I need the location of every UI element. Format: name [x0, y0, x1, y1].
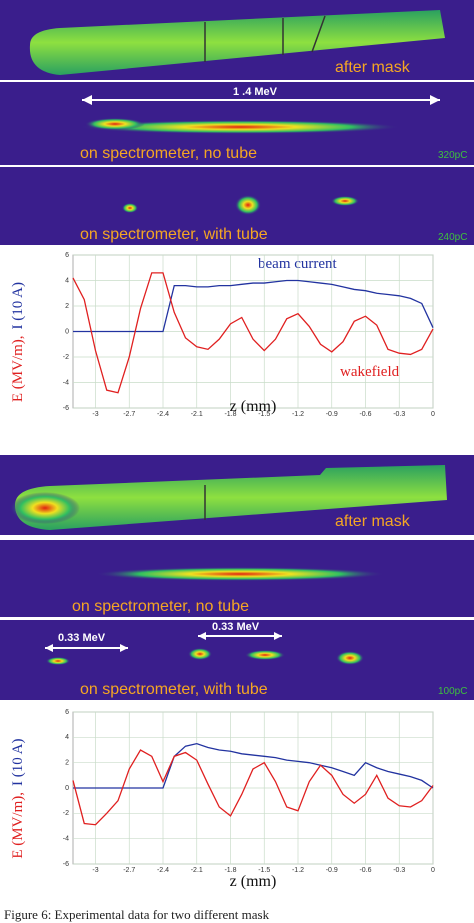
x-axis-label: z (mm)	[230, 873, 277, 890]
series-line	[72, 749, 434, 826]
x-tick-label: 0	[431, 411, 435, 418]
x-tick-label: -2.1	[191, 411, 203, 418]
series-line	[73, 279, 434, 333]
x-tick-label: -0.3	[393, 867, 405, 874]
panel-label: after mask	[335, 513, 411, 530]
mask-edge	[311, 15, 326, 53]
y-tick-label: -2	[63, 354, 69, 361]
x-tick-label: -3	[92, 867, 98, 874]
panel-label: on spectrometer, no tube	[80, 145, 257, 162]
x-tick-label: -1.5	[258, 867, 270, 874]
x-tick-label: -0.3	[393, 411, 405, 418]
y-tick-label: 4	[65, 277, 69, 284]
y-tick-label: 0	[65, 785, 69, 792]
x-tick-label: -1.2	[292, 867, 304, 874]
chart: -6 -4 -2 0 2 4 6 -3 -2.7 -2.4 -2.1 -1.8 -1.5 -1.2 -0.9…	[10, 709, 435, 890]
x-axis-label: z (mm)	[230, 398, 277, 415]
x-tick-label: -2.4	[157, 867, 169, 874]
x-tick-label: -1.2	[292, 411, 304, 418]
y-axis-label: I (10 A)	[10, 739, 26, 787]
beam	[235, 195, 261, 215]
y-tick-label: 2	[65, 760, 69, 767]
y-tick-label: 2	[65, 303, 69, 310]
x-tick-label: -1.8	[224, 867, 236, 874]
y-axis-label: E (MV/m),	[10, 792, 26, 859]
x-tick-label: -0.6	[359, 411, 371, 418]
beam	[331, 196, 359, 206]
scale-label: 1 .4 MeV	[233, 86, 278, 98]
y-tick-label: 6	[65, 252, 69, 259]
y-tick-label: 4	[65, 734, 69, 741]
beam	[85, 118, 145, 130]
panel-label: on spectrometer, with tube	[80, 681, 268, 698]
annotation: 0.33 MeV	[212, 621, 260, 633]
y-tick-label: -4	[63, 379, 69, 386]
caption: Figure 6: Experimental data for two diff…	[4, 907, 270, 922]
x-tick-label: -3	[92, 411, 98, 418]
series-line	[72, 272, 434, 394]
charge: 240pC	[438, 232, 467, 243]
x-tick-label: -2.7	[123, 867, 135, 874]
charge: 320pC	[438, 150, 467, 161]
beam	[122, 203, 138, 213]
panel-label: after mask	[335, 59, 411, 76]
x-tick-label: -2.4	[157, 411, 169, 418]
x-tick-label: -0.9	[326, 867, 338, 874]
beam	[95, 567, 385, 581]
beam	[336, 651, 364, 665]
x-tick-label: -0.9	[326, 411, 338, 418]
y-tick-label: -6	[63, 405, 69, 412]
y-tick-label: 6	[65, 709, 69, 716]
y-tick-label: -4	[63, 836, 69, 843]
image	[0, 620, 474, 700]
beam	[29, 10, 445, 75]
y-tick-label: -2	[63, 810, 69, 817]
beam	[188, 648, 212, 660]
annotation: wakefield	[340, 364, 400, 380]
x-tick-label: -1.8	[224, 411, 236, 418]
beam	[245, 650, 285, 660]
x-tick-label: -2.1	[191, 867, 203, 874]
beam	[10, 492, 80, 524]
y-tick-label: 0	[65, 328, 69, 335]
x-tick-label: -1.5	[258, 411, 270, 418]
annotation: 0.33 MeV	[58, 632, 106, 644]
x-tick-label: -2.7	[123, 411, 135, 418]
beam	[80, 120, 400, 134]
series-line	[73, 742, 434, 789]
panel-label: on spectrometer, no tube	[72, 598, 249, 615]
charge: 100pC	[438, 686, 467, 697]
x-tick-label: -0.6	[359, 867, 371, 874]
y-axis-label: E (MV/m),	[10, 336, 26, 403]
panel-label: on spectrometer, with tube	[80, 226, 268, 243]
y-axis-label: I (10 A)	[10, 282, 26, 330]
beam	[15, 465, 447, 530]
beam	[46, 657, 70, 665]
y-tick-label: -6	[63, 861, 69, 868]
x-tick-label: 0	[431, 867, 435, 874]
